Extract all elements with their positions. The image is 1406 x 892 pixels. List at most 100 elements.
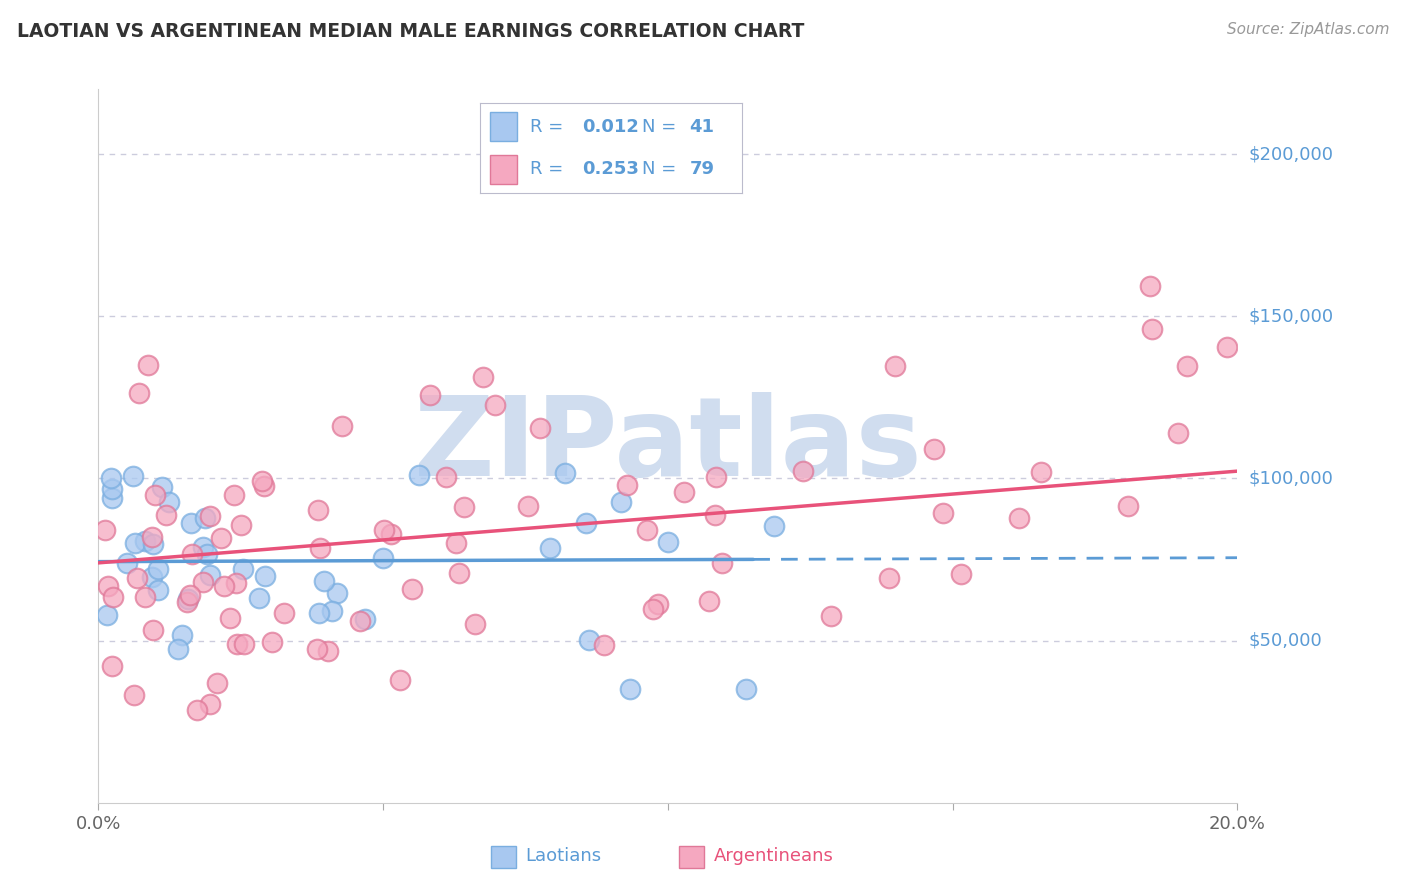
Point bbox=[125, 571, 148, 585]
Point bbox=[101, 659, 124, 673]
Point bbox=[706, 469, 728, 483]
Text: LAOTIAN VS ARGENTINEAN MEDIAN MALE EARNINGS CORRELATION CHART: LAOTIAN VS ARGENTINEAN MEDIAN MALE EARNI… bbox=[17, 22, 804, 41]
Point bbox=[763, 519, 786, 533]
Text: $200,000: $200,000 bbox=[1249, 145, 1333, 163]
Point bbox=[148, 562, 170, 576]
Point bbox=[314, 574, 336, 589]
Point bbox=[1175, 359, 1198, 373]
Point bbox=[877, 571, 900, 585]
Point bbox=[616, 478, 638, 492]
Point bbox=[229, 517, 252, 532]
Point bbox=[198, 567, 221, 582]
Point bbox=[148, 583, 170, 598]
Point bbox=[273, 606, 295, 620]
Point bbox=[141, 530, 163, 544]
Text: $50,000: $50,000 bbox=[1249, 632, 1322, 649]
Point bbox=[673, 485, 696, 500]
Point bbox=[820, 608, 842, 623]
Point bbox=[326, 586, 349, 600]
Point bbox=[232, 637, 254, 651]
Point bbox=[641, 601, 664, 615]
Point bbox=[122, 468, 145, 483]
Point bbox=[122, 688, 145, 702]
Point bbox=[232, 562, 254, 576]
Point bbox=[647, 598, 669, 612]
Point bbox=[735, 682, 758, 697]
Point bbox=[142, 623, 165, 637]
Point bbox=[101, 491, 124, 505]
Point bbox=[1139, 278, 1161, 293]
Point bbox=[321, 604, 343, 618]
Point bbox=[316, 644, 339, 658]
Point bbox=[253, 479, 276, 493]
Point bbox=[710, 556, 733, 570]
Point bbox=[96, 607, 118, 622]
Point bbox=[380, 526, 402, 541]
Point bbox=[209, 531, 232, 545]
Point bbox=[195, 547, 218, 561]
Point bbox=[134, 534, 156, 549]
Point bbox=[253, 568, 276, 582]
Point bbox=[212, 579, 235, 593]
Point bbox=[373, 524, 395, 538]
Point bbox=[1029, 466, 1052, 480]
Point bbox=[657, 535, 679, 549]
Point bbox=[538, 541, 561, 555]
Point bbox=[931, 506, 953, 520]
Point bbox=[191, 540, 214, 554]
Point bbox=[141, 569, 163, 583]
Point bbox=[191, 574, 214, 589]
Point bbox=[332, 419, 354, 434]
Point bbox=[157, 495, 180, 509]
Point bbox=[180, 516, 202, 530]
Point bbox=[180, 547, 202, 561]
Point bbox=[349, 614, 371, 628]
Point bbox=[186, 703, 208, 717]
Point bbox=[792, 464, 814, 478]
Point bbox=[166, 641, 188, 656]
Point bbox=[128, 386, 150, 401]
Point bbox=[1216, 340, 1239, 354]
Point bbox=[226, 637, 249, 651]
Point bbox=[704, 508, 727, 523]
Point bbox=[101, 482, 124, 496]
FancyBboxPatch shape bbox=[491, 847, 516, 868]
Point bbox=[115, 556, 138, 570]
Text: Argentineans: Argentineans bbox=[713, 847, 834, 865]
Point bbox=[155, 508, 177, 522]
Point bbox=[401, 582, 423, 597]
Point bbox=[1140, 322, 1163, 336]
Point bbox=[150, 480, 173, 494]
Point bbox=[97, 579, 120, 593]
Text: $150,000: $150,000 bbox=[1249, 307, 1333, 326]
Point bbox=[612, 173, 634, 187]
Point bbox=[142, 537, 165, 551]
Point bbox=[697, 593, 720, 607]
Point bbox=[554, 467, 576, 481]
Point bbox=[250, 475, 273, 489]
Point bbox=[1008, 510, 1031, 524]
Text: $100,000: $100,000 bbox=[1249, 469, 1333, 487]
Point bbox=[609, 495, 631, 509]
Point bbox=[884, 359, 907, 373]
Point bbox=[260, 635, 283, 649]
Point bbox=[471, 370, 494, 384]
Text: Laotians: Laotians bbox=[526, 847, 602, 865]
Point bbox=[134, 591, 156, 605]
Point bbox=[205, 676, 228, 690]
Point bbox=[1116, 499, 1139, 513]
Point bbox=[307, 641, 329, 656]
Point bbox=[177, 591, 200, 606]
Point bbox=[592, 639, 614, 653]
Point bbox=[200, 509, 222, 524]
Point bbox=[94, 523, 117, 537]
Point bbox=[353, 612, 375, 626]
Point bbox=[176, 595, 198, 609]
Text: ZIPatlas: ZIPatlas bbox=[413, 392, 922, 500]
Point bbox=[179, 588, 201, 602]
FancyBboxPatch shape bbox=[679, 847, 704, 868]
Point bbox=[419, 388, 441, 402]
Point bbox=[309, 541, 332, 556]
Point bbox=[373, 551, 395, 566]
Point bbox=[194, 511, 217, 525]
